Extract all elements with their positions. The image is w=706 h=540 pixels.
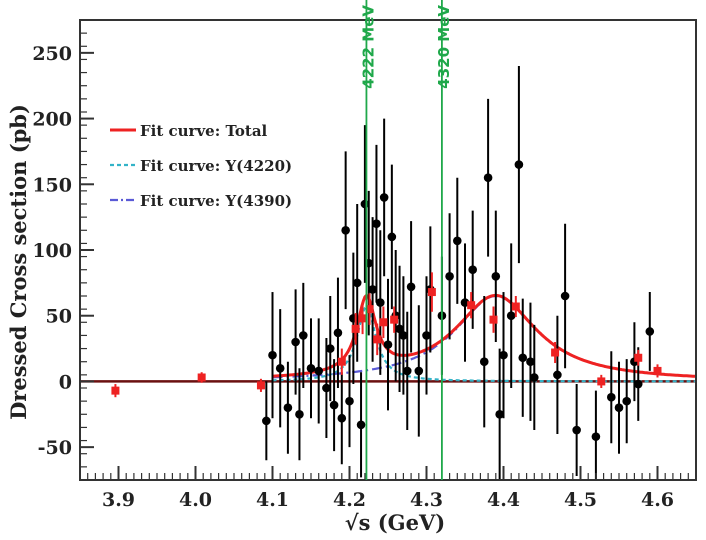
data-point <box>322 383 331 393</box>
data-point <box>337 413 347 423</box>
x-tick-label: 4.6 <box>641 489 674 511</box>
data-point <box>597 377 606 386</box>
y-tick-label: 200 <box>32 109 72 131</box>
data-point <box>445 271 454 281</box>
data-point <box>345 396 354 406</box>
data-point <box>467 301 476 310</box>
data-point <box>491 271 501 281</box>
legend-label: Fit curve: Y(4220) <box>140 157 292 175</box>
data-point <box>306 363 316 373</box>
data-point <box>526 357 535 367</box>
data-point <box>295 409 304 419</box>
x-tick-label: 4.4 <box>487 489 520 511</box>
data-point <box>358 314 367 323</box>
data-point <box>256 381 265 390</box>
data-point <box>530 373 539 382</box>
data-point <box>414 366 424 376</box>
data-point <box>460 298 470 307</box>
x-tick-label: 4.2 <box>333 489 366 511</box>
data-point <box>495 409 504 419</box>
y-axis-title: Dressed Cross section (pb) <box>6 104 31 420</box>
data-point <box>325 344 335 353</box>
data-point <box>422 331 431 340</box>
x-tick-label: 4.0 <box>179 489 212 511</box>
annotation-label: 4222 MeV <box>360 5 378 89</box>
data-point <box>379 193 389 202</box>
data-point <box>379 318 388 327</box>
data-point <box>572 425 581 435</box>
data-point <box>373 335 382 344</box>
plot-frame <box>79 19 697 481</box>
data-point <box>291 337 300 347</box>
data-point <box>553 370 562 380</box>
data-point <box>633 379 643 389</box>
data-points <box>111 66 662 480</box>
data-point <box>197 373 206 382</box>
annotation-label: 4320 MeV <box>435 5 453 89</box>
legend-label: Fit curve: Y(4390) <box>140 192 292 210</box>
data-point <box>314 366 324 376</box>
data-point <box>356 420 366 430</box>
data-point <box>427 288 436 297</box>
data-point <box>489 315 498 324</box>
data-point <box>402 366 412 376</box>
x-tick-label: 3.9 <box>102 489 135 511</box>
data-point <box>352 278 362 288</box>
data-point <box>518 353 528 363</box>
legend: Fit curve: Total Fit curve: Y(4220) Fit cu… <box>110 122 292 210</box>
data-point <box>387 232 397 242</box>
data-point <box>299 331 308 340</box>
data-point <box>614 403 624 413</box>
data-point <box>395 324 404 334</box>
data-point <box>468 265 478 275</box>
data-point <box>479 357 489 367</box>
data-point <box>365 305 374 314</box>
data-point <box>341 225 350 235</box>
x-tick-label: 4.1 <box>256 489 289 511</box>
data-point <box>337 357 346 366</box>
data-point <box>634 353 643 362</box>
x-axis-title: √s (GeV) <box>345 510 445 535</box>
y-tick-label: 0 <box>59 371 72 393</box>
data-point <box>351 324 360 333</box>
data-point <box>406 282 416 292</box>
data-point <box>653 366 662 375</box>
y-tick-label: 50 <box>46 306 72 328</box>
data-point <box>368 285 377 294</box>
data-point <box>551 348 560 357</box>
data-point <box>645 327 655 336</box>
data-point <box>511 302 520 311</box>
x-tick-label: 4.3 <box>410 489 443 511</box>
y-tick-label: 250 <box>32 43 72 65</box>
data-point <box>607 392 616 402</box>
data-point <box>591 432 601 441</box>
data-point <box>390 315 399 324</box>
y-tick-label: -50 <box>38 437 72 459</box>
data-point <box>262 416 271 426</box>
legend-label: Fit curve: Total <box>140 122 268 140</box>
data-point <box>499 350 508 360</box>
data-point <box>111 386 120 395</box>
data-point <box>329 400 339 410</box>
data-point <box>333 328 343 338</box>
data-point <box>399 331 408 340</box>
axes: -50 0 50 100 150 200 250 3.9 4.0 4.1 4.2 4.3 4.4 4.5 4… <box>32 19 697 511</box>
x-tick-label: 4.5 <box>564 489 597 511</box>
data-point <box>453 236 462 246</box>
data-point <box>383 340 393 349</box>
data-point <box>560 291 570 301</box>
data-point <box>514 160 524 169</box>
data-point <box>483 173 493 183</box>
data-point <box>622 396 631 406</box>
annotations: 4222 MeV 4320 MeV <box>360 0 453 480</box>
data-point <box>376 298 385 307</box>
data-point <box>283 403 293 413</box>
data-point <box>275 363 285 373</box>
y-tick-label: 100 <box>32 240 72 262</box>
data-point <box>268 350 277 360</box>
data-point <box>372 219 381 229</box>
data-point <box>506 311 516 321</box>
y-tick-label: 150 <box>32 174 72 196</box>
